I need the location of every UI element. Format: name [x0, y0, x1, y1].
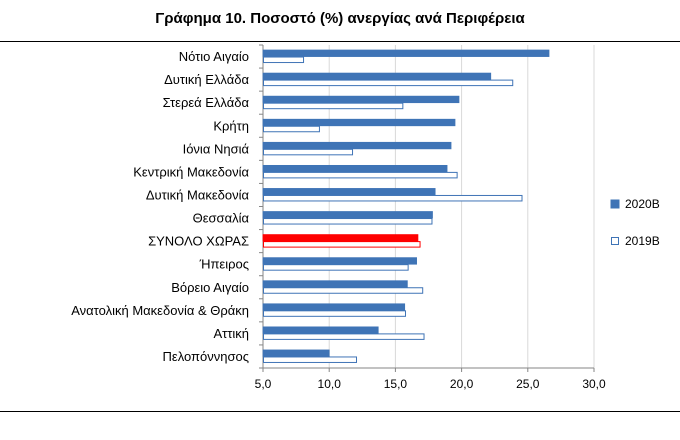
chart-title: Γράφημα 10. Ποσοστό (%) ανεργίας ανά Περ…: [155, 10, 525, 27]
bar-2019b-cat-6: [263, 194, 523, 202]
bar-2019b-cat-12: [263, 333, 425, 340]
bar-2020b-cat-7: [262, 211, 433, 219]
bar-2019b-cat-4: [263, 148, 354, 156]
bar-2019b-cat-3: [263, 125, 320, 133]
bar-2019b-cat-5: [263, 171, 458, 179]
bar-2019b-cat-9: [263, 264, 409, 271]
legend-label-0: 2020Β: [625, 197, 660, 211]
bar-2020b-cat-0: [262, 49, 550, 57]
x-tick-label-2: 15,0: [384, 377, 408, 391]
bar-2020b-cat-6: [262, 188, 436, 196]
bar-2019b-cat-8: [263, 241, 421, 248]
category-label-4: Ιόνια Νησιά: [183, 141, 250, 156]
category-label-0: Νότιο Αιγαίο: [179, 49, 249, 64]
category-label-7: Θεσσαλία: [193, 211, 250, 226]
grid-lines: [259, 44, 595, 372]
x-tick-label-3: 20,0: [450, 377, 474, 391]
bar-2019b-cat-7: [263, 218, 433, 225]
category-label-3: Κρήτη: [213, 118, 249, 133]
x-axis-ticks: 5,0 10,0 15,0 20,0 25,0 30,0: [255, 377, 606, 391]
category-label-8: ΣΥΝΟΛΟ ΧΩΡΑΣ: [148, 234, 249, 249]
category-label-12: Αττική: [213, 326, 249, 341]
category-label-1: Δυτική Ελλάδα: [164, 72, 249, 87]
top-rule: [0, 41, 680, 42]
bar-2020b-cat-9: [262, 257, 417, 265]
bar-2020b-cat-3: [262, 118, 456, 127]
bar-2020b-cat-2: [262, 95, 460, 104]
category-labels: Νότιο Αιγαίο Δυτική Ελλάδα Στερεά Ελλάδα Κρ…: [71, 49, 249, 364]
bar-2020b-cat-4: [262, 141, 452, 150]
bar-2019b-cat-1: [263, 79, 514, 87]
legend-swatch-0: [610, 199, 620, 209]
legend-label-1: 2019Β: [625, 234, 660, 248]
x-tick-label-1: 10,0: [318, 377, 342, 391]
legend-swatch-1: [611, 237, 619, 245]
legend: 2020Β 2019Β: [610, 197, 660, 248]
bar-2020b-cat-12: [262, 326, 379, 334]
bar-2019b-cat-2: [263, 102, 404, 110]
x-tick-label-5: 30,0: [582, 377, 606, 391]
bar-2019b-cat-10: [263, 287, 424, 294]
category-label-10: Βόρειο Αιγαίο: [171, 280, 249, 295]
bar-2020b-cat-1: [262, 72, 492, 81]
bar-2020b-cat-11: [262, 303, 406, 311]
bar-2020b-cat-10: [262, 280, 408, 288]
x-tick-label-4: 25,0: [516, 377, 540, 391]
category-label-6: Δυτική Μακεδονία: [146, 187, 250, 202]
bar-2020b-cat-5: [262, 164, 448, 173]
x-tick-label-0: 5,0: [255, 377, 272, 391]
bars: [262, 49, 550, 363]
bar-2019b-cat-11: [263, 310, 406, 317]
bottom-rule: [0, 411, 680, 412]
bar-2020b-cat-8: [262, 234, 419, 242]
category-label-13: Πελοπόννησος: [163, 349, 249, 364]
category-label-11: Ανατολική Μακεδονία & Θράκη: [71, 303, 249, 318]
bar-2020b-cat-13: [262, 349, 330, 357]
category-label-9: Ήπειρος: [199, 257, 249, 272]
bar-2019b-cat-13: [263, 356, 358, 363]
bar-2019b-cat-0: [263, 56, 305, 64]
category-label-5: Κεντρική Μακεδονία: [133, 164, 249, 179]
category-label-2: Στερεά Ελλάδα: [163, 95, 250, 110]
